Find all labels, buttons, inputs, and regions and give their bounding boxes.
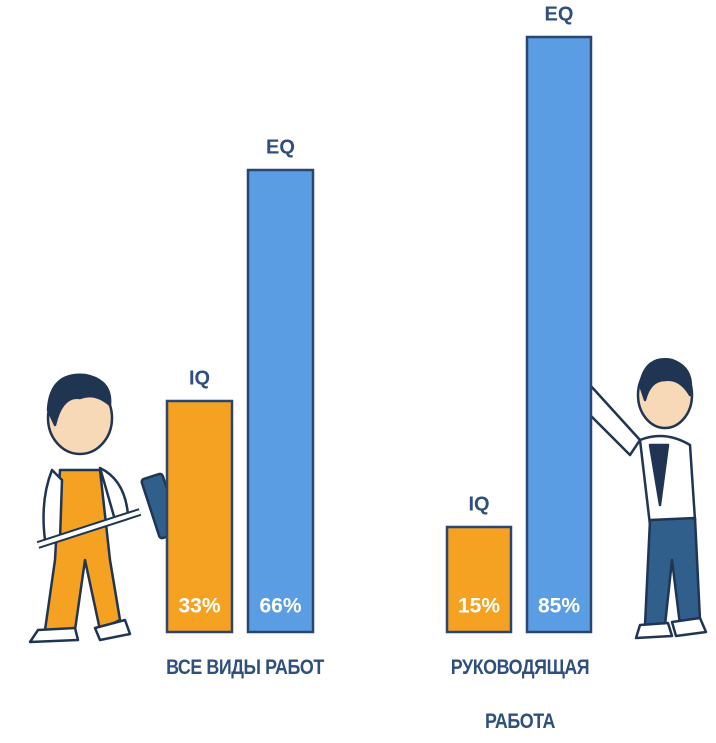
bar	[165, 399, 234, 634]
manager-figure	[570, 358, 708, 640]
series-label: EQ	[545, 3, 574, 25]
series-label: EQ	[266, 136, 295, 158]
category-label: ВСЕ ВИДЫ РАБОТ	[166, 656, 324, 679]
value-label: 33%	[178, 595, 220, 618]
bar	[246, 168, 315, 634]
series-label: IQ	[189, 367, 210, 389]
value-label: 66%	[259, 595, 301, 618]
category-label: РУКОВОДЯЩАЯ РАБОТА	[450, 656, 590, 733]
value-label: 85%	[538, 595, 580, 618]
series-label: IQ	[468, 493, 489, 515]
value-label: 15%	[458, 595, 500, 618]
bar	[525, 35, 593, 634]
bar	[445, 525, 513, 634]
worker-figure	[28, 373, 182, 644]
